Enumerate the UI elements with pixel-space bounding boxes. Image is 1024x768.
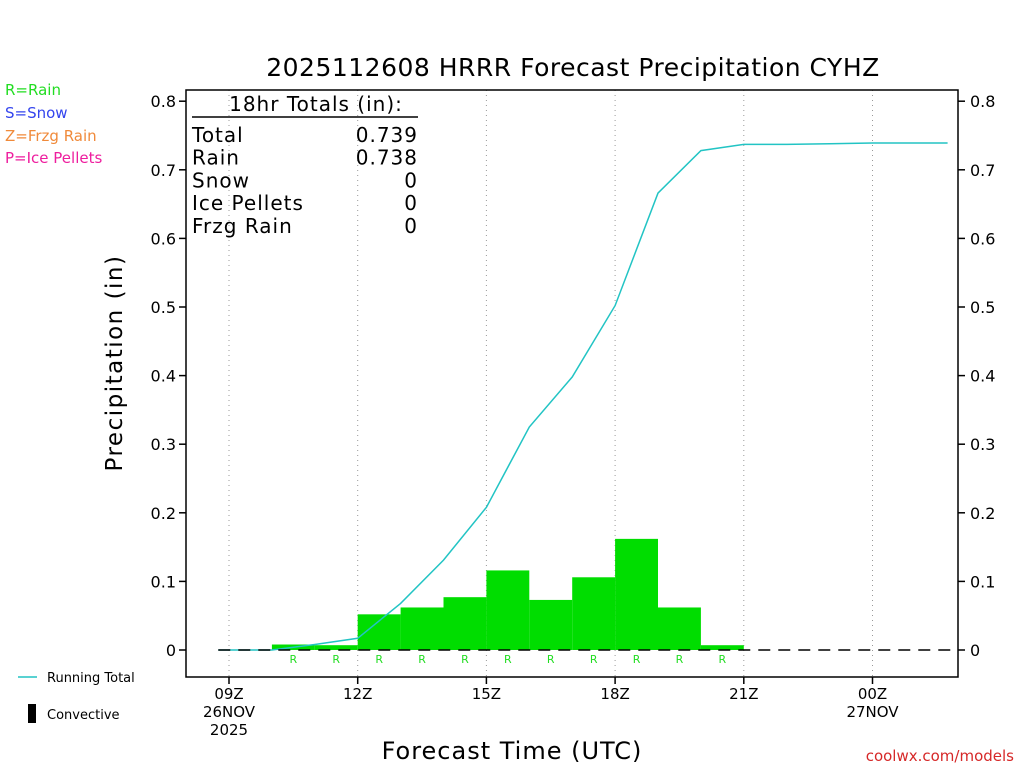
precip-bar: [400, 607, 444, 650]
precip-bar: [615, 538, 658, 650]
legend-rain: R=Rain: [5, 81, 61, 99]
totals-row-label: Frzg Rain: [192, 214, 293, 238]
y-tick-label: 0: [166, 641, 176, 660]
y-tick-label-right: 0.8: [970, 92, 995, 111]
legend-frzg-rain: Z=Frzg Rain: [5, 127, 97, 145]
x-tick-label: 21Z: [729, 685, 758, 703]
totals-row-label: Total: [191, 123, 244, 147]
y-tick-label-right: 0.4: [970, 367, 995, 386]
rain-marker: R: [719, 653, 727, 666]
rain-marker: R: [547, 653, 555, 666]
convective-label: Convective: [47, 708, 120, 723]
y-tick-label-right: 0.1: [970, 572, 995, 591]
y-tick-label: 0.7: [151, 161, 176, 180]
convective-swatch: [28, 704, 36, 723]
precip-bar: [658, 607, 701, 650]
rain-marker: R: [290, 653, 298, 666]
totals-row-value: 0: [404, 214, 418, 238]
chart-title: 2025112608 HRRR Forecast Precipitation C…: [266, 53, 880, 82]
x-tick-label: 12Z: [343, 685, 372, 703]
totals-row-value: 0: [404, 168, 418, 192]
y-tick-label: 0.6: [151, 229, 176, 248]
precip-bar: [529, 599, 573, 650]
rain-marker: R: [332, 653, 340, 666]
legend-ice-pellets: P=Ice Pellets: [5, 149, 102, 167]
precip-bar: [314, 645, 358, 650]
rain-marker: R: [590, 653, 598, 666]
rain-marker: R: [633, 653, 641, 666]
y-tick-label-right: 0.6: [970, 229, 995, 248]
x-axis-label: Forecast Time (UTC): [382, 737, 643, 765]
y-axis-label: Precipitation (in): [102, 255, 128, 472]
y-tick-label: 0.4: [151, 367, 176, 386]
precip-type-legend: R=Rain S=Snow Z=Frzg Rain P=Ice Pellets: [5, 81, 102, 167]
y-tick-label-right: 0.5: [970, 298, 995, 317]
y-tick-label: 0.1: [151, 572, 176, 591]
totals-box: 18hr Totals (in): Total 0.739 Rain 0.738 Sno…: [191, 92, 418, 238]
rain-marker: R: [418, 653, 426, 666]
totals-row-value: 0: [404, 191, 418, 215]
plot-frame: [185, 89, 959, 678]
gridlines: [228, 90, 873, 677]
legend-snow: S=Snow: [5, 104, 68, 122]
totals-row-value: 0.738: [356, 146, 418, 170]
x-tick-label: 18Z: [600, 685, 629, 703]
y-tick-label-right: 0.3: [970, 435, 995, 454]
precip-bar: [443, 597, 487, 650]
precip-bar: [486, 570, 530, 650]
totals-row-label: Rain: [192, 146, 240, 170]
totals-header: 18hr Totals (in):: [229, 92, 403, 116]
x-tick-label: 27NOV: [846, 703, 899, 721]
totals-row-label: Snow: [192, 168, 250, 192]
y-tick-label: 0.8: [151, 92, 176, 111]
y-tick-label: 0.2: [151, 504, 176, 523]
y-tick-label-right: 0.7: [970, 161, 995, 180]
x-tick-label: 2025: [210, 721, 248, 739]
y-tick-label: 0.5: [151, 298, 176, 317]
x-tick-label: 00Z: [858, 685, 887, 703]
rain-marker: R: [676, 653, 684, 666]
precip-bar: [700, 645, 744, 650]
bottom-legend: Running Total Convective: [18, 671, 135, 723]
rain-marker: R: [504, 653, 512, 666]
x-tick-label: 15Z: [472, 685, 501, 703]
bars: [271, 538, 744, 650]
y-axis: 0 00.1 0.10.2 0.20.3 0.30.4 0.40.5 0.50.6 0.60.…: [151, 92, 996, 660]
credit-text: coolwx.com/models: [866, 747, 1014, 765]
y-tick-label-right: 0.2: [970, 504, 995, 523]
x-tick-label: 09Z: [214, 685, 243, 703]
totals-row-value: 0.739: [356, 123, 418, 147]
totals-row-label: Ice Pellets: [192, 191, 304, 215]
rain-marker: R: [375, 653, 383, 666]
x-tick-label: 26NOV: [203, 703, 256, 721]
running-total-line: [218, 142, 948, 651]
y-tick-label-right: 0: [970, 641, 980, 660]
running-total-label: Running Total: [47, 671, 135, 686]
precip-bar: [572, 577, 616, 650]
y-tick-label: 0.3: [151, 435, 176, 454]
rain-marker: R: [461, 653, 469, 666]
